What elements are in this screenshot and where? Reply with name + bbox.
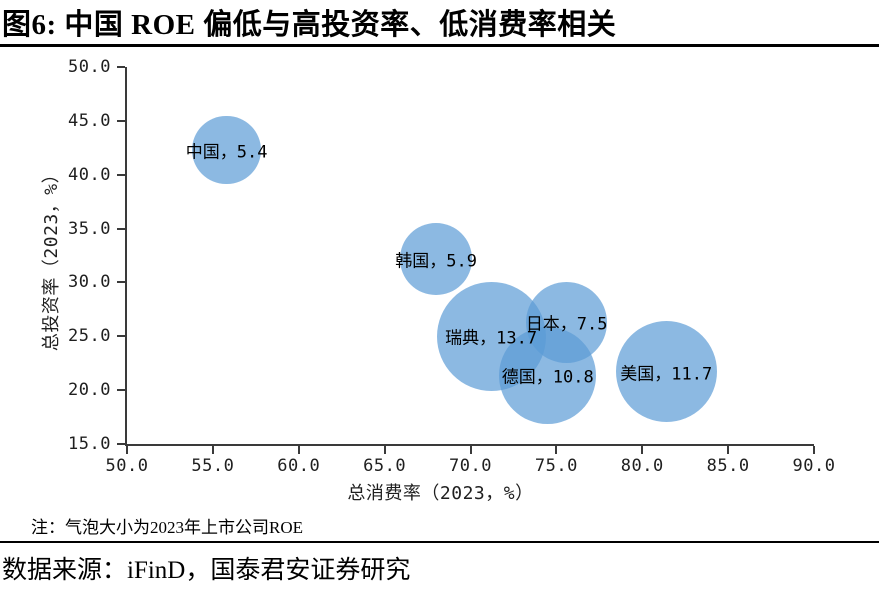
x-tick (469, 446, 472, 454)
x-tick-label: 55.0 (191, 456, 235, 476)
x-tick (555, 446, 558, 454)
bubble-德国 (499, 326, 597, 424)
y-tick (117, 335, 125, 338)
x-tick-label: 75.0 (534, 456, 578, 476)
y-tick-label: 45.0 (68, 110, 111, 131)
x-tick-label: 60.0 (277, 456, 321, 476)
x-tick-label: 90.0 (792, 456, 836, 476)
figure-title: 图6: 中国 ROE 偏低与高投资率、低消费率相关 (2, 9, 617, 41)
x-tick (727, 446, 730, 454)
bubble-label-日本: 日本，7.5 (525, 314, 608, 335)
x-tick-label: 70.0 (449, 456, 492, 476)
y-tick-label: 35.0 (68, 218, 111, 239)
y-tick (117, 281, 125, 284)
x-axis-title: 总消费率（2023，%） (347, 483, 534, 504)
bubble-中国 (192, 115, 261, 185)
bubble-label-瑞典: 瑞典，13.7 (445, 328, 538, 349)
y-tick-label: 50.0 (68, 57, 111, 77)
bubble-label-德国: 德国，10.8 (501, 367, 594, 388)
x-tick-label: 80.0 (620, 456, 664, 476)
y-tick (117, 389, 125, 392)
x-tick-label: 50.0 (105, 456, 149, 476)
x-tick (297, 446, 300, 454)
y-tick (117, 443, 125, 445)
data-source: 数据来源：iFinD，国泰君安证券研究 (2, 557, 411, 584)
x-tick-label: 85.0 (706, 456, 750, 476)
y-tick (117, 173, 125, 176)
y-tick-label: 30.0 (68, 272, 111, 293)
y-tick-label: 20.0 (68, 380, 111, 401)
chart-note: 注：气泡大小为2023年上市公司ROE (31, 518, 303, 537)
x-tick (641, 446, 644, 454)
y-tick-label: 40.0 (68, 164, 111, 185)
bubble-label-美国: 美国，11.7 (620, 364, 713, 385)
y-tick (117, 227, 125, 230)
plot-area: 15.0 20.0 25.0 30.0 35.0 40.0 45.0 50.0 50.0 55.0… (68, 57, 835, 476)
x-tick (383, 446, 386, 454)
bubble-美国 (615, 321, 717, 423)
x-tick (126, 446, 128, 454)
bubble-label-中国: 中国，5.4 (185, 142, 268, 163)
y-tick-label: 25.0 (68, 326, 111, 347)
y-tick-label: 15.0 (68, 434, 111, 454)
footer-rule (0, 541, 879, 543)
y-tick (117, 66, 125, 68)
bubble-韩国 (400, 222, 472, 295)
x-tick (813, 446, 815, 454)
x-tick-label: 65.0 (363, 456, 407, 476)
y-axis-title: 总投资率（2023，%） (41, 164, 62, 352)
title-rule (0, 44, 879, 47)
bubble-label-韩国: 韩国，5.9 (395, 251, 477, 272)
x-tick (211, 446, 214, 454)
y-tick (117, 119, 125, 122)
